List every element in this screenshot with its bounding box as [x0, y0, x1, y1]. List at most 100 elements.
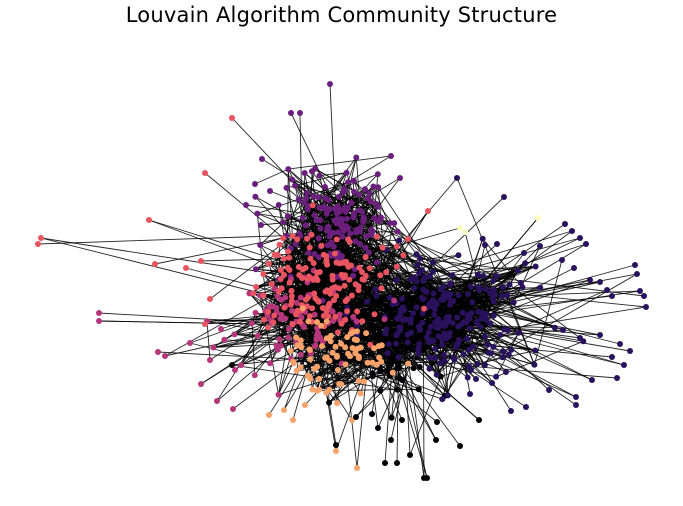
graph-node-coral	[360, 276, 367, 283]
graph-node-peach	[354, 465, 360, 471]
graph-node-peach	[349, 345, 356, 351]
graph-edge	[468, 289, 608, 351]
graph-node-dark-indigo	[508, 346, 515, 353]
graph-node-purple	[326, 233, 333, 240]
graph-node-coral	[277, 276, 284, 282]
graph-node-dark-indigo	[383, 326, 390, 333]
graph-node-black	[423, 344, 430, 351]
graph-node-purple	[311, 251, 318, 257]
graph-node-peach	[314, 319, 320, 325]
graph-node-dark-indigo	[490, 312, 497, 319]
graph-node-black	[377, 367, 384, 374]
graph-node-dark-indigo	[414, 262, 421, 269]
graph-node-dark-indigo	[450, 298, 457, 304]
graph-node-dark-indigo	[425, 329, 432, 336]
graph-node-coral	[288, 301, 294, 308]
graph-node-purple	[363, 233, 370, 240]
graph-node-magenta	[276, 336, 283, 343]
graph-node-dark-indigo	[413, 251, 420, 258]
graph-node-magenta	[297, 294, 304, 301]
graph-node-purple	[336, 209, 343, 216]
graph-node-peach	[323, 335, 330, 342]
graph-node-coral	[183, 265, 189, 271]
graph-node-purple	[365, 249, 372, 256]
graph-edge	[311, 170, 340, 210]
graph-edge	[331, 350, 421, 362]
chart-title: Louvain Algorithm Community Structure	[125, 3, 558, 27]
graph-node-coral	[377, 272, 384, 279]
graph-node-dark-indigo	[523, 404, 529, 410]
graph-node-purple	[368, 231, 375, 238]
graph-node-coral	[331, 250, 338, 257]
graph-node-magenta	[282, 315, 289, 322]
graph-node-purple	[315, 254, 322, 261]
graph-node-purple	[364, 195, 371, 202]
graph-node-black	[395, 365, 402, 372]
graph-edge	[409, 376, 442, 456]
graph-node-peach	[345, 350, 352, 357]
graph-edge	[355, 157, 360, 195]
node-layer	[35, 81, 649, 481]
graph-node-purple	[348, 199, 355, 206]
graph-node-dark-indigo	[447, 330, 453, 336]
graph-node-peach	[342, 361, 349, 368]
graph-node-dark-indigo	[519, 284, 526, 291]
graph-node-pale-yellow	[462, 229, 468, 235]
graph-edge	[401, 298, 425, 310]
graph-node-coral	[253, 283, 260, 290]
graph-node-dark-indigo	[531, 361, 538, 368]
graph-node-dark-indigo	[373, 292, 380, 299]
graph-edge	[352, 240, 400, 318]
graph-edge	[463, 352, 489, 355]
graph-node-dark-indigo	[521, 250, 527, 256]
graph-node-coral	[383, 269, 390, 276]
graph-edge	[319, 172, 347, 177]
graph-node-dark-indigo	[577, 235, 583, 241]
graph-node-purple	[338, 216, 345, 222]
graph-node-dark-indigo	[397, 311, 404, 318]
graph-edge	[392, 275, 497, 305]
graph-node-coral	[288, 287, 295, 294]
graph-edge	[254, 345, 278, 376]
graph-edge	[304, 181, 349, 203]
graph-node-coral	[344, 308, 351, 315]
graph-node-dark-indigo	[396, 324, 403, 331]
graph-node-peach	[375, 343, 382, 350]
graph-node-coral	[207, 296, 213, 302]
graph-edge	[387, 321, 477, 354]
graph-node-dark-indigo	[597, 279, 603, 285]
graph-node-purple	[336, 193, 342, 200]
graph-node-purple	[315, 235, 322, 242]
graph-node-dark-indigo	[505, 327, 511, 334]
graph-node-peach	[298, 344, 305, 351]
graph-edge	[346, 275, 484, 315]
graph-node-dark-indigo	[499, 293, 506, 300]
graph-node-purple	[374, 203, 381, 210]
graph-node-dark-indigo	[460, 351, 467, 358]
graph-edge	[288, 249, 417, 326]
graph-edge	[340, 362, 368, 385]
graph-node-magenta	[214, 398, 220, 404]
graph-node-purple	[350, 272, 357, 279]
graph-node-coral	[332, 313, 339, 320]
graph-node-coral	[342, 316, 349, 323]
graph-node-black	[382, 335, 389, 342]
graph-node-purple	[275, 202, 282, 208]
graph-node-coral	[324, 261, 331, 268]
graph-node-dark-indigo	[537, 284, 544, 291]
graph-node-black	[388, 414, 395, 421]
graph-node-magenta	[274, 293, 281, 300]
graph-node-magenta	[221, 336, 228, 343]
graph-node-coral	[309, 202, 316, 209]
graph-node-peach	[281, 407, 287, 413]
graph-node-purple	[299, 215, 306, 222]
graph-node-coral	[355, 287, 362, 294]
graph-node-black	[353, 414, 359, 420]
graph-node-black	[394, 460, 400, 466]
graph-edge	[254, 168, 289, 185]
graph-node-coral	[393, 243, 400, 250]
graph-node-dark-indigo	[508, 408, 514, 414]
graph-node-purple	[288, 110, 294, 116]
graph-node-dark-indigo	[489, 380, 495, 386]
graph-node-coral	[202, 170, 208, 176]
